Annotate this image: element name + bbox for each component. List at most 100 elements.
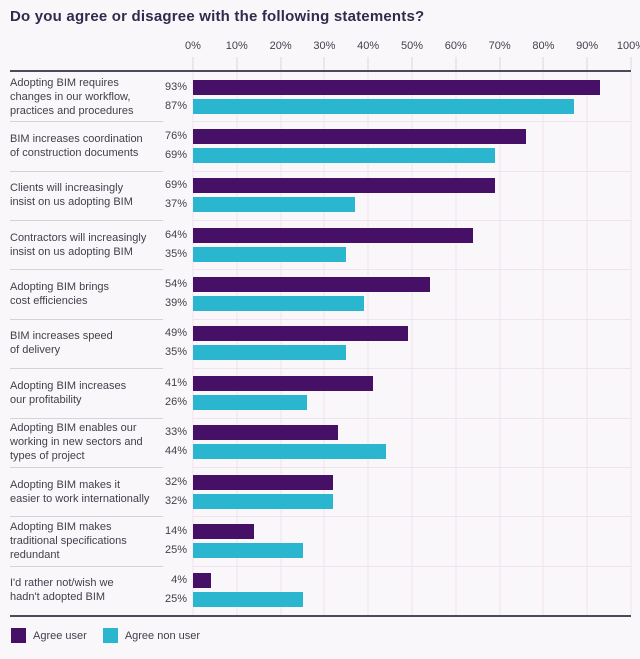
chart-title: Do you agree or disagree with the follow… [10,8,425,25]
bar-agree-non-user [193,542,303,558]
legend-swatch-agree-non-user [102,628,118,643]
x-tick-label: 90% [576,40,599,52]
row-gridline [193,466,631,468]
bar-agree-non-user [193,148,496,164]
x-tick-mark [280,57,282,70]
bar-agree-non-user [193,98,575,114]
row-value-labels: 49% 35% [156,326,193,360]
row-header: Contractors will increasingly insist on … [10,228,193,262]
row-gridline [193,121,631,123]
row-label: BIM increases speed of delivery [10,330,113,357]
x-tick-mark [586,57,588,70]
row-separator-line [10,516,163,518]
row-header: Clients will increasingly insist on us a… [10,178,193,212]
row-value-labels: 64% 35% [156,228,193,262]
row-label: Adopting BIM makes traditional specifica… [10,520,127,561]
bar-agree-non-user [193,444,386,460]
row-separator-line [10,121,163,123]
row-value-labels: 32% 32% [156,475,193,509]
row-header: Adopting BIM makes traditional specifica… [10,520,193,562]
bar-agree-user [193,326,408,342]
legend-item-agree-non-user: Agree non user [102,628,200,643]
chart-row: BIM increases coordination of constructi… [10,121,631,170]
row-bars [193,178,631,213]
row-label: Adopting BIM requires changes in our wor… [10,76,134,117]
x-tick-mark [455,57,457,70]
value-label: 87% [164,99,187,112]
bar-agree-user [193,474,334,490]
row-gridline [193,220,631,222]
value-label: 41% [164,376,187,389]
row-separator-line [10,565,163,567]
chart-row: Adopting BIM makes it easier to work int… [10,466,631,516]
chart-row: Clients will increasingly insist on us a… [10,170,631,220]
value-label: 14% [164,524,187,537]
value-label: 35% [164,346,187,359]
legend-item-agree-user: Agree user [11,628,87,643]
x-axis: 0% 10% 20% 30% 40% 50% 60% 70% 80% 90% 100% [10,40,640,70]
row-separator-line [10,318,163,320]
value-label: 76% [164,130,187,143]
row-header: Adopting BIM increases our profitability… [10,376,193,410]
x-tick-label: 20% [269,40,292,52]
value-label: 35% [164,247,187,260]
value-label: 32% [164,475,187,488]
value-label: 32% [164,494,187,507]
bar-agree-non-user [193,345,347,361]
row-header: BIM increases coordination of constructi… [10,129,193,163]
x-tick-mark [192,57,194,70]
row-value-labels: 14% 25% [156,524,193,558]
value-label: 25% [164,593,187,606]
value-label: 69% [164,149,187,162]
value-label: 25% [164,543,187,556]
bar-agree-non-user [193,296,364,312]
row-gridline [193,368,631,370]
x-tick-mark [542,57,544,70]
row-bars [193,474,631,509]
value-label: 33% [164,426,187,439]
row-value-labels: 41% 26% [156,376,193,410]
bar-agree-non-user [193,246,347,262]
value-label: 49% [164,327,187,340]
x-tick-label: 10% [225,40,248,52]
row-separator-line [10,170,163,172]
row-bars [193,573,631,608]
row-header: BIM increases speed of delivery 49% 35% [10,326,193,360]
value-label: 54% [164,278,187,291]
row-bars [193,227,631,262]
row-bars [193,129,631,164]
chart-row: Adopting BIM increases our profitability… [10,368,631,417]
row-label: Adopting BIM increases our profitability [10,379,127,406]
value-label: 64% [164,228,187,241]
row-value-labels: 33% 44% [156,425,193,459]
value-label: 39% [164,297,187,310]
bar-agree-user [193,573,211,589]
value-label: 37% [164,198,187,211]
bar-agree-user [193,79,601,95]
chart-rows: Adopting BIM requires changes in our wor… [10,72,631,615]
row-bars [193,79,631,114]
x-axis-ticks: 0% 10% 20% 30% 40% 50% 60% 70% 80% 90% 100% [185,40,640,70]
row-gridline [193,318,631,320]
chart-row: Adopting BIM enables our working in new … [10,417,631,467]
row-separator-line [10,417,163,419]
bar-agree-user [193,227,474,243]
bar-agree-non-user [193,592,303,608]
value-label: 44% [164,445,187,458]
row-gridline [193,516,631,518]
row-bars [193,277,631,312]
row-label: Contractors will increasingly insist on … [10,231,147,258]
x-tick-mark [630,57,632,70]
row-label: Adopting BIM makes it easier to work int… [10,478,150,505]
row-header: Adopting BIM makes it easier to work int… [10,475,193,509]
x-tick-mark [367,57,369,70]
x-tick-label: 40% [357,40,380,52]
x-tick-mark [323,57,325,70]
chart-row: Contractors will increasingly insist on … [10,220,631,269]
row-header: I'd rather not/wish we hadn't adopted BI… [10,573,193,607]
bar-agree-user [193,375,373,391]
row-header: Adopting BIM enables our working in new … [10,421,193,463]
value-label: 93% [164,80,187,93]
row-separator-line [10,466,163,468]
value-label: 69% [164,179,187,192]
